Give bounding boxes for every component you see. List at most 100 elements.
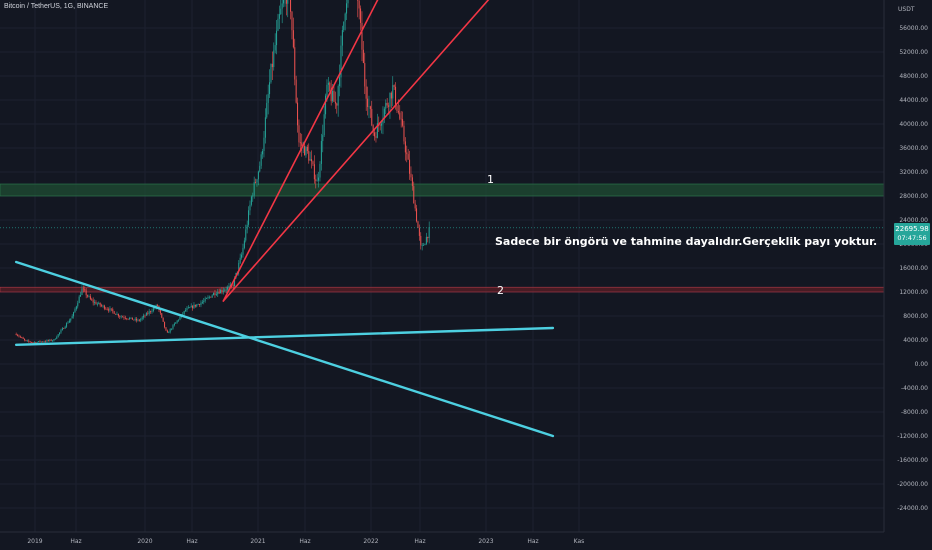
candle-body — [42, 341, 44, 343]
candle-body — [159, 309, 161, 314]
candle-body — [148, 311, 150, 314]
candle-body — [29, 341, 31, 343]
candle-body — [392, 85, 394, 99]
candle-body — [250, 196, 252, 205]
candle-body — [270, 63, 272, 83]
candle-body — [262, 150, 264, 155]
time-axis[interactable]: 2019 Haz 2020 Haz 2021 Haz 2022 Haz 2023 Haz Kas — [0, 531, 884, 545]
candle-body — [126, 318, 128, 320]
candle-body — [364, 63, 366, 87]
candle-body — [102, 305, 104, 307]
candle-body — [269, 82, 271, 95]
candle-body — [256, 179, 258, 183]
symbol-title[interactable]: Bitcoin / TetherUS, 1G, BINANCE — [4, 3, 109, 10]
candle-body — [308, 150, 310, 161]
trendline-red-1[interactable] — [222, 0, 449, 302]
candle-body — [172, 325, 174, 329]
candle-body — [425, 236, 427, 244]
trendlines[interactable] — [14, 0, 555, 438]
candle-body — [341, 30, 343, 46]
candle-body — [428, 227, 430, 239]
candle-body — [56, 337, 58, 339]
candle-body — [325, 95, 327, 115]
candle-body — [274, 45, 276, 51]
candle-body — [332, 90, 334, 102]
candle-body — [190, 305, 192, 308]
candle-body — [136, 318, 138, 321]
candle-body — [84, 288, 86, 291]
candle-body — [39, 341, 41, 343]
price-tick-label: 56000.00 — [899, 25, 928, 32]
candle-body — [319, 163, 321, 178]
candle-body — [242, 247, 244, 255]
candle-body — [67, 322, 69, 324]
candle-body — [78, 296, 80, 304]
price-axis[interactable]: USDT 56000.00 52000.00 48000.00 44000.00 4000… — [883, 0, 932, 550]
candle-body — [46, 340, 48, 342]
time-tick-label: Haz — [299, 538, 310, 545]
candle-body — [357, 0, 359, 1]
time-tick-label: 2021 — [250, 538, 265, 545]
candle-body — [73, 312, 75, 317]
candle-body — [218, 292, 220, 294]
candle-body — [406, 152, 408, 155]
price-zone-2[interactable] — [0, 286, 885, 293]
candle-body — [306, 146, 308, 151]
candle-body — [116, 313, 118, 315]
price-zone-1[interactable] — [0, 183, 885, 197]
candle-body — [176, 320, 178, 323]
candle-body — [372, 125, 374, 133]
candle-body — [109, 308, 111, 311]
candle-body — [187, 307, 189, 309]
candle-body — [255, 182, 257, 183]
candle-body — [66, 323, 68, 327]
candle-body — [389, 92, 391, 107]
candle-body — [281, 3, 283, 9]
candle-body — [204, 298, 206, 301]
candle-body — [222, 290, 224, 292]
candle-body — [424, 243, 426, 246]
candle-body — [36, 342, 38, 344]
trendline-cyan-4[interactable] — [14, 326, 555, 346]
candle-body — [17, 334, 19, 336]
trendline-red-2[interactable] — [222, 0, 506, 302]
candle-body — [43, 341, 45, 343]
candle-body — [259, 165, 261, 172]
candle-body — [215, 294, 217, 296]
candle-body — [138, 319, 140, 321]
candle-body — [245, 229, 247, 241]
candle-body — [49, 339, 51, 341]
candle-body — [122, 316, 124, 318]
candle-body — [227, 287, 229, 290]
candle-body — [150, 311, 152, 313]
candle-body — [420, 235, 422, 246]
candle-body — [82, 288, 84, 290]
price-tick-label: 28000.00 — [899, 193, 928, 200]
candle-body — [175, 322, 177, 324]
candle-body — [374, 132, 376, 137]
price-tick-label: 4000.00 — [903, 337, 928, 344]
current-price-value: 22695.98 — [895, 225, 929, 233]
candle-body — [263, 137, 265, 151]
candle-body — [340, 45, 342, 78]
candle-body — [196, 304, 198, 307]
candle-countdown: 07:47:56 — [897, 234, 927, 242]
candle-body — [74, 309, 76, 313]
candle-body — [19, 336, 21, 338]
candle-body — [299, 142, 301, 144]
candle-body — [92, 300, 94, 303]
zone-label-1: 1 — [487, 173, 494, 186]
candle-body — [85, 290, 87, 296]
trendline-cyan-3[interactable] — [14, 260, 555, 438]
candle-body — [182, 313, 184, 315]
candle-body — [129, 318, 131, 320]
candle-body — [80, 295, 82, 297]
candle-body — [298, 125, 300, 143]
candle-body — [52, 340, 54, 342]
candle-body — [208, 296, 210, 298]
candle-body — [33, 342, 35, 344]
candle-body — [339, 77, 341, 87]
candle-body — [162, 317, 164, 322]
